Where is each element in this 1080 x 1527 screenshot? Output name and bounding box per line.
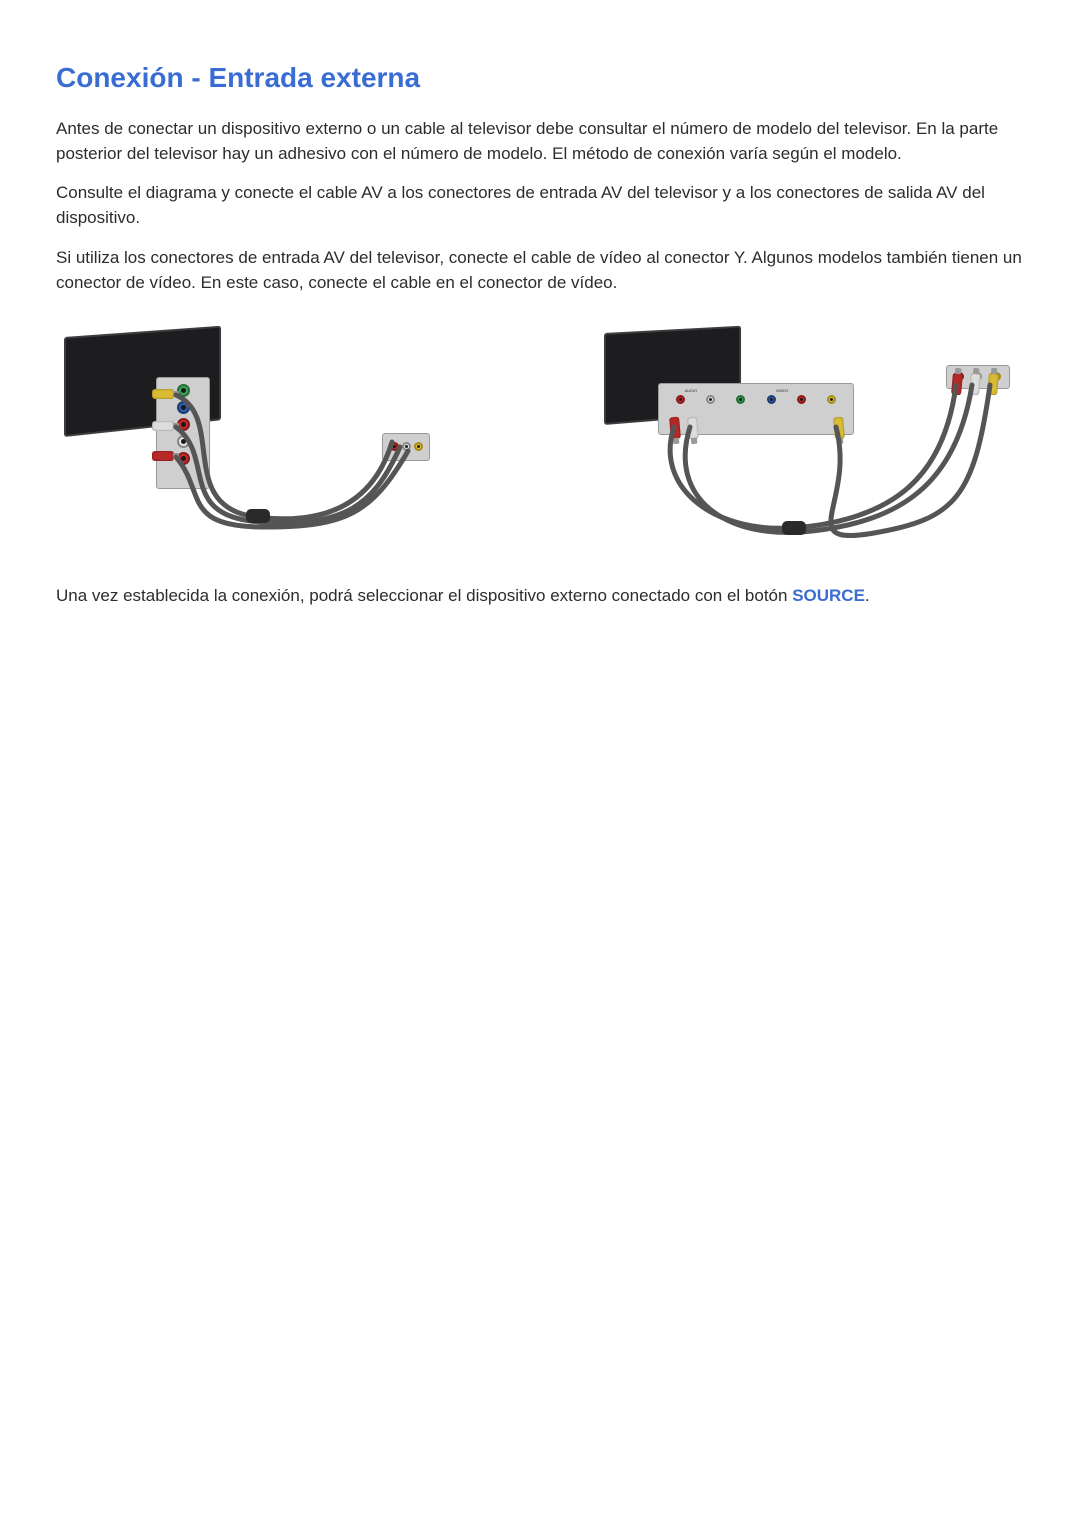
cable-white-icon: [685, 385, 972, 532]
p4-prefix: Una vez establecida la conexión, podrá s…: [56, 586, 792, 605]
cable-red-icon: [670, 385, 956, 528]
diagram-av-vertical-panel: [56, 327, 436, 557]
paragraph-1: Antes de conectar un dispositivo externo…: [56, 116, 1024, 166]
source-keyword: SOURCE: [792, 586, 865, 605]
paragraph-2: Consulte el diagrama y conecte el cable …: [56, 180, 1024, 230]
page-title: Conexión - Entrada externa: [56, 62, 1024, 94]
ferrite-core-icon: [246, 509, 270, 523]
diagram-row: AUDIO VIDEO: [56, 327, 1024, 557]
paragraph-4: Una vez establecida la conexión, podrá s…: [56, 583, 1024, 608]
cable-bundle-icon: [56, 327, 436, 557]
diagram-av-horizontal-panel: AUDIO VIDEO: [604, 327, 1024, 557]
p4-suffix: .: [865, 586, 870, 605]
paragraph-3: Si utiliza los conectores de entrada AV …: [56, 245, 1024, 295]
ferrite-core-icon: [782, 521, 806, 535]
cable-bundle-icon: [604, 327, 1024, 557]
